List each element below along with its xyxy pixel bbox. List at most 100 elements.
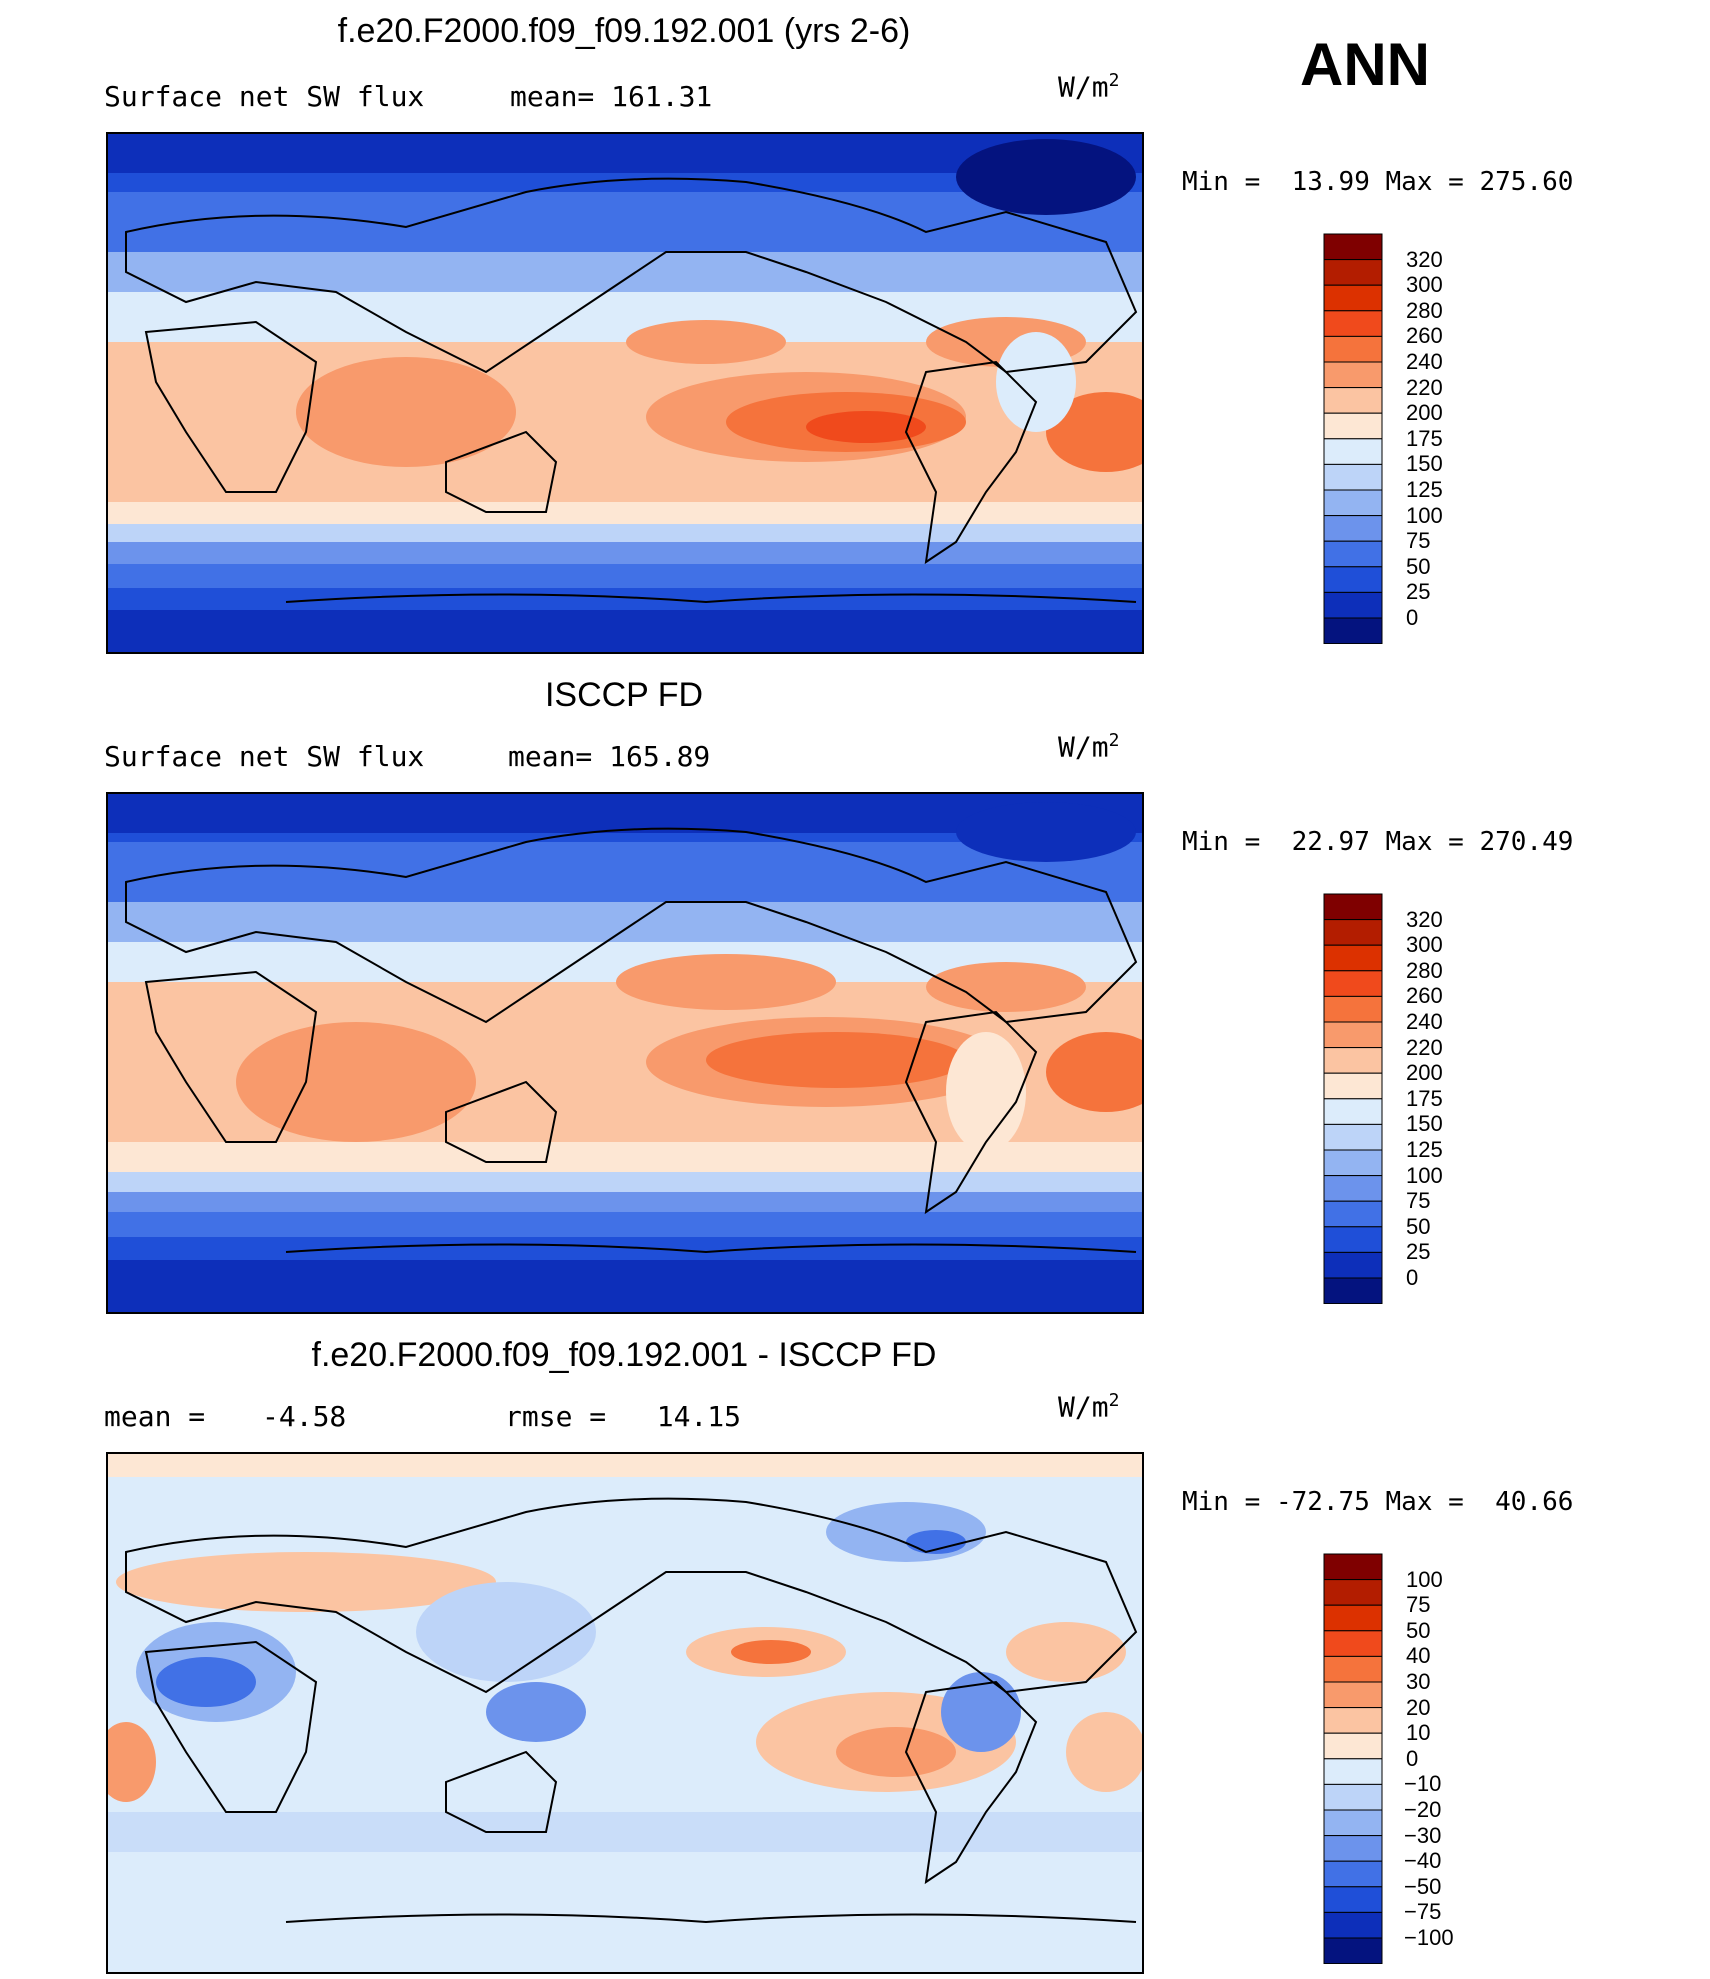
colorbar-swatch [1323, 995, 1383, 1023]
colorbar-swatch [1323, 1937, 1383, 1964]
colorbar-swatch [1323, 387, 1383, 414]
panel-3-mean-value: -4.58 [262, 1400, 347, 1433]
colorbar-swatch [1323, 412, 1383, 440]
colorbar-tick-label: 260 [1406, 983, 1443, 1009]
colorbar-tick-label: 150 [1406, 451, 1443, 477]
colorbar-swatch [1323, 515, 1383, 542]
colorbar-tick-label: −40 [1404, 1848, 1442, 1874]
colorbar-tick-label: 280 [1406, 297, 1443, 323]
panel-2-title: ISCCP FD [544, 676, 704, 714]
colorbar-tick-label: 200 [1406, 400, 1443, 426]
colorbar-tick-label: 30 [1406, 1669, 1431, 1694]
colorbar-swatch [1323, 310, 1383, 337]
colorbar-swatch [1323, 1783, 1383, 1811]
colorbar-tick-label: 75 [1406, 1188, 1431, 1214]
colorbar-swatch [1323, 540, 1383, 568]
colorbar-tick-label: 125 [1406, 477, 1443, 502]
panel-3-mean-label: mean = [104, 1400, 206, 1433]
colorbar-swatch [1323, 1251, 1383, 1279]
colorbar-swatch [1323, 1758, 1383, 1785]
colorbar-tick-label: 25 [1406, 1239, 1431, 1265]
colorbar-swatch [1323, 1860, 1383, 1888]
colorbar-tick-label: 25 [1406, 579, 1431, 605]
colorbar-swatch [1323, 1226, 1383, 1253]
colorbar-swatch [1323, 617, 1383, 644]
colorbar-swatch [1323, 1047, 1383, 1074]
colorbar-tick-label: 220 [1406, 374, 1443, 400]
colorbar-tick-label: 175 [1406, 1085, 1443, 1111]
colorbar-tick-label: 320 [1406, 246, 1443, 272]
panel-1-units: W/m2 [1058, 70, 1120, 104]
colorbar-swatch [1323, 1835, 1383, 1862]
colorbar-tick-label: 100 [1406, 502, 1443, 528]
colorbar-tick-label: 0 [1406, 1265, 1419, 1290]
colorbar-swatch [1323, 284, 1383, 312]
panel-3-map [106, 1452, 1144, 1974]
panel-1-colorbar [1323, 233, 1383, 644]
colorbar-tick-label: 260 [1406, 323, 1443, 349]
colorbar-tick-label: 175 [1406, 425, 1443, 451]
colorbar-swatch [1323, 1553, 1383, 1581]
colorbar-tick-label: 100 [1406, 1162, 1443, 1188]
colorbar-swatch [1323, 438, 1383, 465]
colorbar-tick-label: 240 [1406, 1009, 1443, 1034]
colorbar-swatch [1323, 463, 1383, 491]
colorbar-swatch [1323, 1072, 1383, 1100]
colorbar-tick-label: 320 [1406, 906, 1443, 932]
colorbar-tick-label: 10 [1406, 1720, 1431, 1746]
panel-1-mean: mean= 161.31 [510, 80, 713, 113]
panel-1-minmax: Min = 13.99 Max = 275.60 [1182, 167, 1574, 197]
colorbar-tick-label: 75 [1406, 528, 1431, 554]
panel-2-variable: Surface net SW flux [104, 740, 425, 773]
colorbar-swatch [1323, 1021, 1383, 1049]
colorbar-tick-label: 280 [1406, 957, 1443, 983]
colorbar-swatch [1323, 233, 1383, 261]
colorbar-swatch [1323, 1630, 1383, 1657]
colorbar-tick-label: 20 [1406, 1694, 1431, 1720]
season-label: ANN [1300, 31, 1430, 98]
colorbar-swatch [1323, 489, 1383, 517]
colorbar-tick-label: 100 [1406, 1566, 1443, 1592]
colorbar-swatch [1323, 1681, 1383, 1709]
colorbar-swatch [1323, 1707, 1383, 1734]
colorbar-tick-label: −50 [1404, 1873, 1442, 1899]
colorbar-tick-label: 0 [1406, 1745, 1419, 1771]
colorbar-swatch [1323, 1655, 1383, 1683]
panel-3-units: W/m2 [1058, 1390, 1120, 1424]
panel-3-rmse: rmse = 14.15 [505, 1400, 742, 1433]
colorbar-swatch [1323, 1200, 1383, 1228]
colorbar-tick-label: −30 [1404, 1822, 1442, 1848]
colorbar-tick-label: −100 [1404, 1925, 1454, 1950]
colorbar-swatch [1323, 970, 1383, 997]
colorbar-swatch [1323, 1732, 1383, 1760]
panel-3-colorbar [1323, 1553, 1383, 1964]
colorbar-swatch [1323, 1809, 1383, 1837]
colorbar-tick-label: 200 [1406, 1060, 1443, 1086]
colorbar-swatch [1323, 1175, 1383, 1202]
colorbar-tick-label: 50 [1406, 553, 1431, 579]
colorbar-tick-label: 50 [1406, 1617, 1431, 1643]
panel-2-mean: mean= 165.89 [508, 740, 711, 773]
panel-2-colorbar [1323, 893, 1383, 1304]
colorbar-swatch [1323, 1579, 1383, 1606]
panel-2-minmax: Min = 22.97 Max = 270.49 [1182, 827, 1574, 857]
colorbar-swatch [1323, 1149, 1383, 1177]
colorbar-swatch [1323, 1123, 1383, 1151]
panel-3-title: f.e20.F2000.f09_f09.192.001 - ISCCP FD [311, 1336, 937, 1374]
colorbar-tick-label: −20 [1404, 1797, 1442, 1822]
panel-1-map [106, 132, 1144, 654]
colorbar-swatch [1323, 259, 1383, 286]
panel-3-minmax: Min = -72.75 Max = 40.66 [1182, 1487, 1574, 1517]
colorbar-tick-label: −10 [1404, 1771, 1442, 1797]
colorbar-tick-label: −75 [1404, 1899, 1442, 1925]
colorbar-swatch [1323, 1277, 1383, 1304]
colorbar-swatch [1323, 591, 1383, 619]
colorbar-tick-label: 300 [1406, 272, 1443, 298]
colorbar-tick-label: 300 [1406, 932, 1443, 958]
colorbar-swatch [1323, 335, 1383, 363]
colorbar-tick-label: 75 [1406, 1592, 1431, 1618]
colorbar-swatch [1323, 1098, 1383, 1125]
colorbar-tick-label: 50 [1406, 1213, 1431, 1239]
panel-2-map [106, 792, 1144, 1314]
colorbar-swatch [1323, 919, 1383, 946]
